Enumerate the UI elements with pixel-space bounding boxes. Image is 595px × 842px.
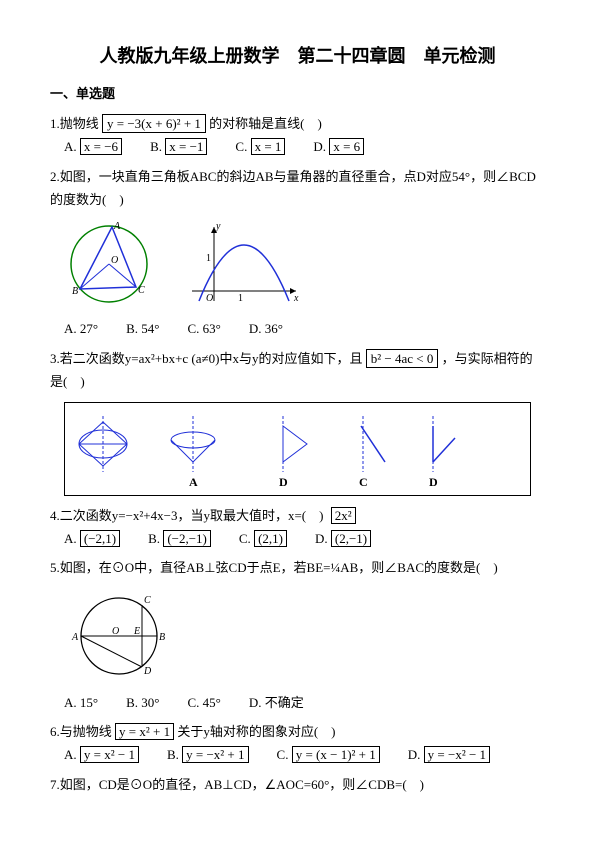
q2-figure-circle: A B C O bbox=[64, 219, 154, 309]
svg-text:A: A bbox=[71, 632, 79, 643]
q6-opt-b: B. y = −x² + 1 bbox=[167, 743, 249, 766]
q3-stem-a: 3.若二次函数y=ax²+bx+c (a≠0)中x与y的对应值如下，且 bbox=[50, 351, 366, 366]
svg-text:B: B bbox=[72, 286, 78, 297]
q5-opt-b: B. 30° bbox=[126, 691, 159, 714]
q2-opt-a: A. 27° bbox=[64, 317, 98, 340]
svg-text:O: O bbox=[112, 626, 119, 637]
q5-opt-c: C. 45° bbox=[187, 691, 220, 714]
q6-opt-d: D. y = −x² − 1 bbox=[408, 743, 490, 766]
q4-stem: 4.二次函数y=−x²+4x−3，当y取最大值时，x=( ) bbox=[50, 508, 323, 523]
svg-text:1: 1 bbox=[238, 293, 243, 304]
q2-opt-d: D. 36° bbox=[249, 317, 283, 340]
svg-text:E: E bbox=[133, 626, 140, 637]
svg-text:C: C bbox=[138, 285, 145, 296]
svg-text:C: C bbox=[359, 475, 368, 489]
q2-opt-c: C. 63° bbox=[187, 317, 220, 340]
q1-options: A. x = −6 B. x = −1 C. x = 1 D. x = 6 bbox=[64, 135, 545, 158]
svg-text:A: A bbox=[113, 221, 121, 232]
svg-text:C: C bbox=[144, 595, 151, 606]
question-6: 6.与抛物线 y = x² + 1 关于y轴对称的图象对应( ) A. y = … bbox=[50, 720, 545, 767]
question-5: 5.如图，在⊙O中，直径AB⊥弦CD于点E，若BE=¼AB，则∠BAC的度数是(… bbox=[50, 556, 545, 714]
question-2: 2.如图，一块直角三角板ABC的斜边AB与量角器的直径重合，点D对应54°，则∠… bbox=[50, 165, 545, 341]
q7-stem: 7.如图，CD是⊙O的直径，AB⊥CD，∠AOC=60°，则∠CDB=( ) bbox=[50, 777, 424, 792]
q2-opt-b: B. 54° bbox=[126, 317, 159, 340]
svg-text:1: 1 bbox=[206, 253, 211, 264]
q6-stem-b: 关于y轴对称的图象对应( ) bbox=[177, 724, 335, 739]
svg-text:B: B bbox=[159, 632, 165, 643]
q6-options: A. y = x² − 1 B. y = −x² + 1 C. y = (x −… bbox=[64, 743, 545, 766]
q2-options: A. 27° B. 54° C. 63° D. 36° bbox=[64, 317, 545, 340]
q1-opt-d: D. x = 6 bbox=[313, 135, 364, 158]
q3-formula: b² − 4ac < 0 bbox=[366, 349, 439, 368]
svg-text:D: D bbox=[143, 666, 152, 677]
q6-stem-a: 6.与抛物线 bbox=[50, 724, 115, 739]
q4-options: A. (−2,1) B. (−2,−1) C. (2,1) D. (2,−1) bbox=[64, 527, 545, 550]
q4-opt-b: B. (−2,−1) bbox=[148, 527, 211, 550]
q1-formula: y = −3(x + 6)² + 1 bbox=[102, 114, 206, 133]
q6-formula: y = x² + 1 bbox=[115, 723, 174, 740]
svg-text:O: O bbox=[206, 293, 213, 304]
q1-stem-a: 1.抛物线 bbox=[50, 116, 102, 131]
question-4: 4.二次函数y=−x²+4x−3，当y取最大值时，x=( ) 2x² A. (−… bbox=[50, 504, 545, 551]
q1-stem-b: 的对称轴是直线( ) bbox=[209, 116, 322, 131]
q1-opt-a: A. x = −6 bbox=[64, 135, 122, 158]
section-heading: 一、单选题 bbox=[50, 82, 545, 105]
q5-options: A. 15° B. 30° C. 45° D. 不确定 bbox=[64, 691, 545, 714]
q6-opt-a: A. y = x² − 1 bbox=[64, 743, 139, 766]
svg-text:O: O bbox=[111, 255, 118, 266]
q5-figure: C D A B O E bbox=[64, 588, 174, 683]
question-3: 3.若二次函数y=ax²+bx+c (a≠0)中x与y的对应值如下，且 b² −… bbox=[50, 347, 545, 496]
question-7: 7.如图，CD是⊙O的直径，AB⊥CD，∠AOC=60°，则∠CDB=( ) bbox=[50, 773, 545, 796]
svg-text:D: D bbox=[279, 475, 288, 489]
q2-figure-parabola: y x O 1 1 bbox=[184, 219, 304, 309]
q4-opt-d: D. (2,−1) bbox=[315, 527, 371, 550]
svg-text:A: A bbox=[189, 475, 198, 489]
q5-opt-d: D. 不确定 bbox=[249, 691, 304, 714]
svg-text:y: y bbox=[215, 221, 221, 232]
q5-stem: 5.如图，在⊙O中，直径AB⊥弦CD于点E，若BE=¼AB，则∠BAC的度数是(… bbox=[50, 560, 498, 575]
page-title: 人教版九年级上册数学 第二十四章圆 单元检测 bbox=[50, 40, 545, 72]
q1-opt-c: C. x = 1 bbox=[235, 135, 285, 158]
q3-figure-options: A D C D bbox=[73, 409, 473, 489]
svg-text:D: D bbox=[429, 475, 438, 489]
q4-opt-a: A. (−2,1) bbox=[64, 527, 120, 550]
q5-opt-a: A. 15° bbox=[64, 691, 98, 714]
q1-opt-b: B. x = −1 bbox=[150, 135, 207, 158]
q2-stem: 2.如图，一块直角三角板ABC的斜边AB与量角器的直径重合，点D对应54°，则∠… bbox=[50, 169, 536, 207]
question-1: 1.抛物线 y = −3(x + 6)² + 1 的对称轴是直线( ) A. x… bbox=[50, 112, 545, 159]
q6-opt-c: C. y = (x − 1)² + 1 bbox=[277, 743, 380, 766]
q4-opt-c: C. (2,1) bbox=[239, 527, 287, 550]
q4-formula: 2x² bbox=[331, 507, 356, 524]
svg-text:x: x bbox=[293, 293, 299, 304]
